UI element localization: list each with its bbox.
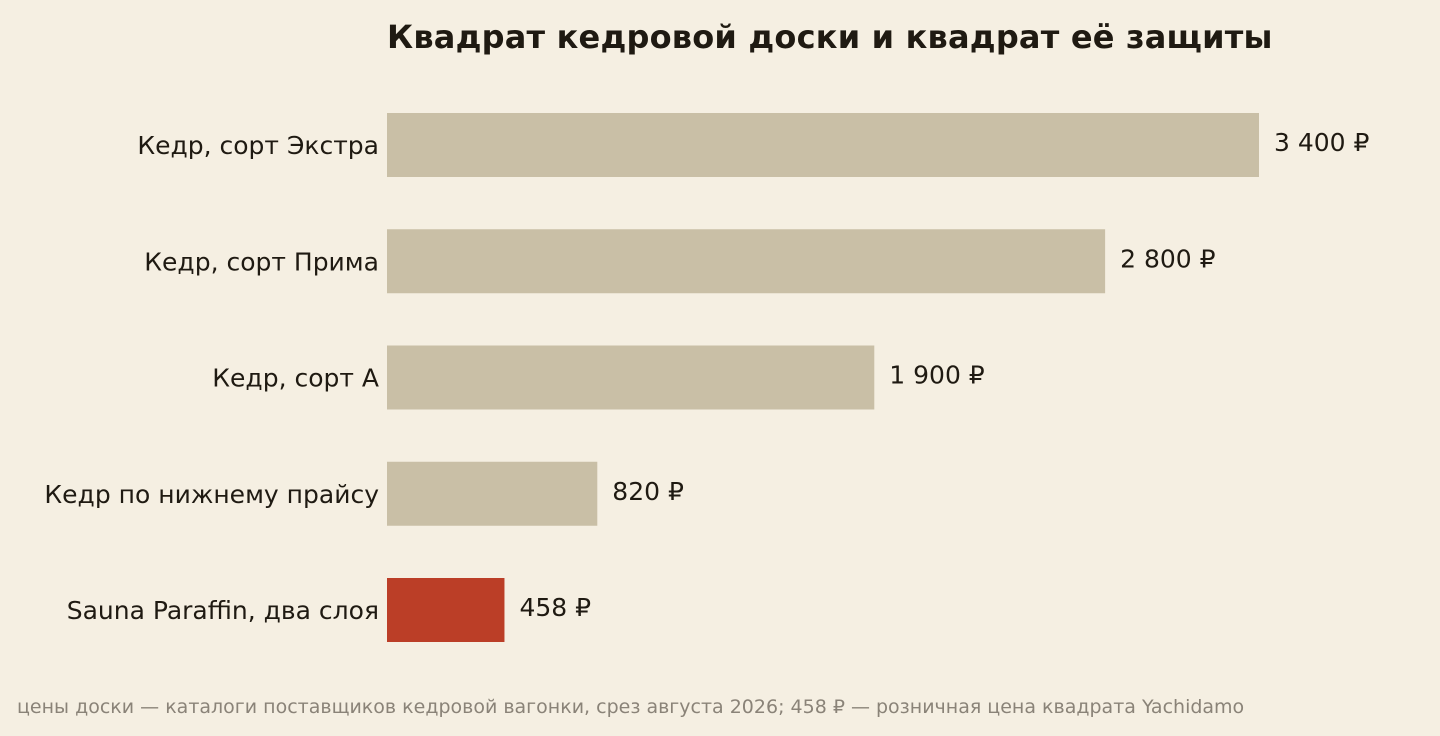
value-label: 2 800 ₽: [1120, 244, 1216, 273]
category-label: Кедр по нижнему прайсу: [44, 480, 379, 509]
category-label: Кедр, сорт А: [212, 364, 379, 393]
value-label: 1 900 ₽: [889, 361, 985, 390]
chart-title: Квадрат кедровой доски и квадрат её защи…: [387, 18, 1273, 56]
bar: [387, 461, 598, 526]
value-label: 3 400 ₽: [1274, 128, 1370, 157]
bar: [387, 113, 1259, 177]
bar: [387, 345, 875, 410]
bar: [387, 578, 505, 642]
value-label: 820 ₽: [612, 477, 684, 506]
value-label: 458 ₽: [519, 593, 591, 622]
category-label: Sauna Paraffin, два слоя: [67, 596, 379, 625]
category-label: Кедр, сорт Прима: [144, 247, 379, 276]
bar: [387, 229, 1106, 294]
category-label: Кедр, сорт Экстра: [137, 131, 379, 160]
source-footnote: цены доски — каталоги поставщиков кедров…: [17, 696, 1245, 718]
